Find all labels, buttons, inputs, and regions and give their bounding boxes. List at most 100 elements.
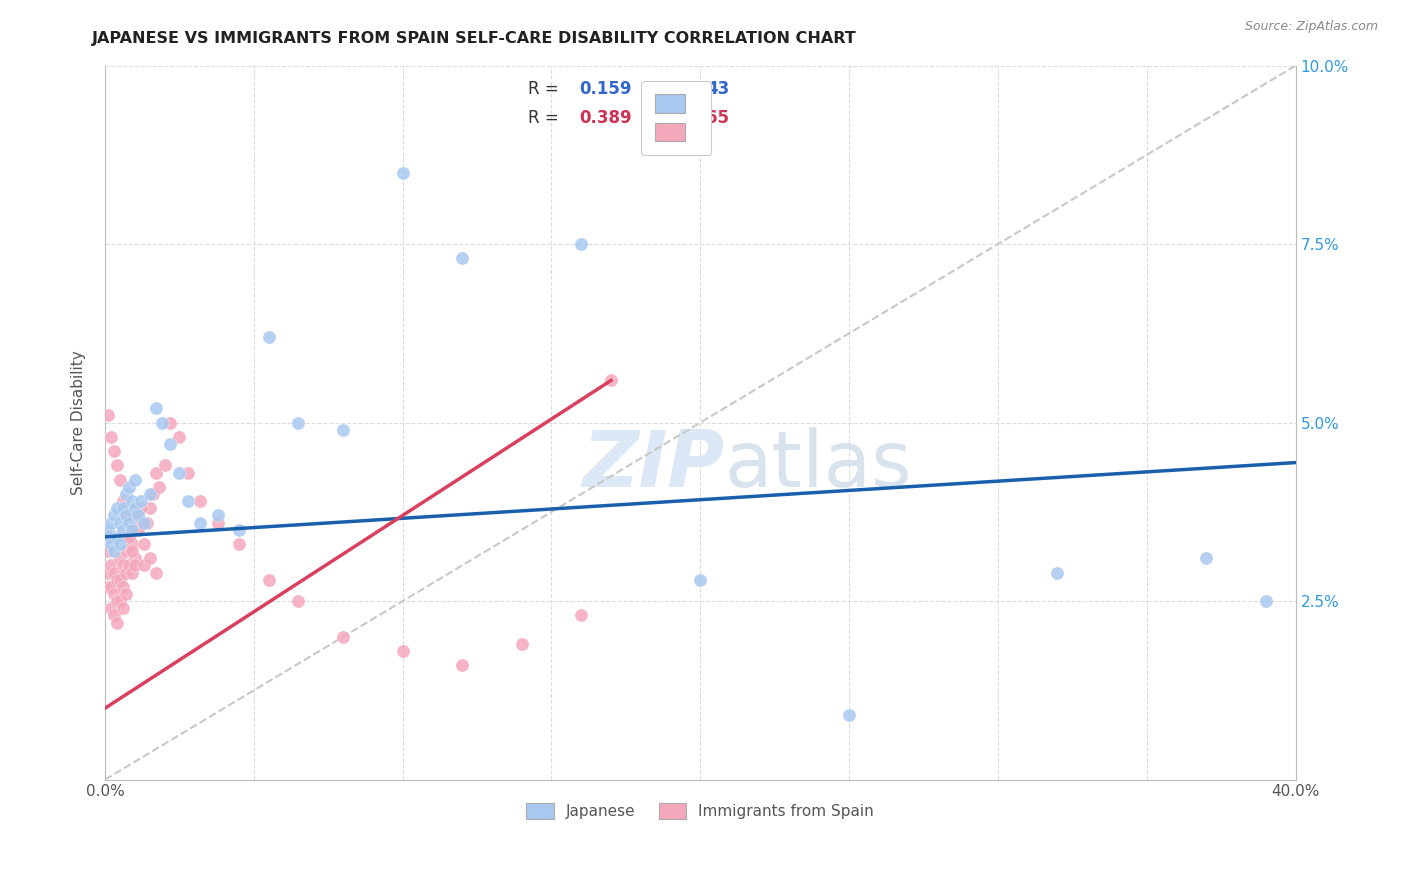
Point <box>121 537 143 551</box>
Point <box>1195 551 1218 566</box>
Y-axis label: Self-Care Disability: Self-Care Disability <box>72 351 86 495</box>
Text: N =: N = <box>658 80 696 98</box>
Point <box>105 615 128 630</box>
Point <box>132 516 155 530</box>
Point <box>188 494 211 508</box>
Point <box>228 537 250 551</box>
Text: JAPANESE VS IMMIGRANTS FROM SPAIN SELF-CARE DISABILITY CORRELATION CHART: JAPANESE VS IMMIGRANTS FROM SPAIN SELF-C… <box>91 31 856 46</box>
Point <box>111 580 134 594</box>
Point <box>1254 594 1277 608</box>
Point <box>121 494 143 508</box>
Text: 65: 65 <box>706 109 730 127</box>
Point <box>332 630 354 644</box>
Point <box>132 558 155 573</box>
Point <box>569 237 592 252</box>
Point <box>124 523 146 537</box>
Point <box>105 501 128 516</box>
Text: N =: N = <box>658 109 696 127</box>
Point <box>111 523 134 537</box>
Point <box>129 494 152 508</box>
Point <box>118 558 141 573</box>
Point <box>138 501 160 516</box>
Point <box>391 166 413 180</box>
Point <box>111 494 134 508</box>
Point <box>159 437 181 451</box>
Point <box>97 409 120 423</box>
Point <box>103 508 125 523</box>
Point <box>1046 566 1069 580</box>
Point <box>97 566 120 580</box>
Point <box>118 530 141 544</box>
Point <box>207 516 229 530</box>
Point <box>118 530 141 544</box>
Point <box>287 594 309 608</box>
Point <box>108 473 131 487</box>
Point <box>689 573 711 587</box>
Point <box>108 594 131 608</box>
Point <box>100 580 122 594</box>
Point <box>569 608 592 623</box>
Point <box>121 566 143 580</box>
Point <box>100 601 122 615</box>
Point <box>451 658 474 673</box>
Point <box>111 501 134 516</box>
Point <box>97 544 120 558</box>
Text: ZIP: ZIP <box>582 427 724 503</box>
Point <box>169 430 191 444</box>
Text: R =: R = <box>527 109 564 127</box>
Point <box>150 416 173 430</box>
Point <box>100 558 122 573</box>
Point <box>114 508 136 523</box>
Point <box>600 373 623 387</box>
Point <box>257 330 280 344</box>
Point <box>177 466 200 480</box>
Point <box>114 508 136 523</box>
Point <box>103 544 125 558</box>
Point <box>145 566 167 580</box>
Point <box>838 708 860 723</box>
Point <box>332 423 354 437</box>
Point <box>148 480 170 494</box>
Point <box>100 537 122 551</box>
Text: 43: 43 <box>706 80 730 98</box>
Point <box>135 516 157 530</box>
Point <box>142 487 165 501</box>
Point <box>127 508 149 523</box>
Point <box>118 480 141 494</box>
Point <box>108 537 131 551</box>
Point <box>257 573 280 587</box>
Text: R =: R = <box>527 80 564 98</box>
Point <box>207 508 229 523</box>
Point <box>114 587 136 601</box>
Point <box>108 551 131 566</box>
Point <box>177 494 200 508</box>
Point <box>121 544 143 558</box>
Point <box>97 530 120 544</box>
Point <box>153 458 176 473</box>
Point <box>145 401 167 416</box>
Point <box>97 580 120 594</box>
Text: Source: ZipAtlas.com: Source: ZipAtlas.com <box>1244 20 1378 33</box>
Point <box>127 508 149 523</box>
Point <box>105 530 128 544</box>
Point <box>228 523 250 537</box>
Point <box>118 516 141 530</box>
Point <box>103 587 125 601</box>
Point <box>108 516 131 530</box>
Point <box>105 458 128 473</box>
Point <box>114 544 136 558</box>
Point <box>114 566 136 580</box>
Point <box>145 466 167 480</box>
Point <box>103 608 125 623</box>
Text: 0.389: 0.389 <box>579 109 631 127</box>
Point <box>138 487 160 501</box>
Point <box>451 252 474 266</box>
Point <box>188 516 211 530</box>
Point <box>121 523 143 537</box>
Point <box>100 516 122 530</box>
Point <box>124 558 146 573</box>
Point <box>111 558 134 573</box>
Point <box>169 466 191 480</box>
Point <box>114 487 136 501</box>
Point <box>100 430 122 444</box>
